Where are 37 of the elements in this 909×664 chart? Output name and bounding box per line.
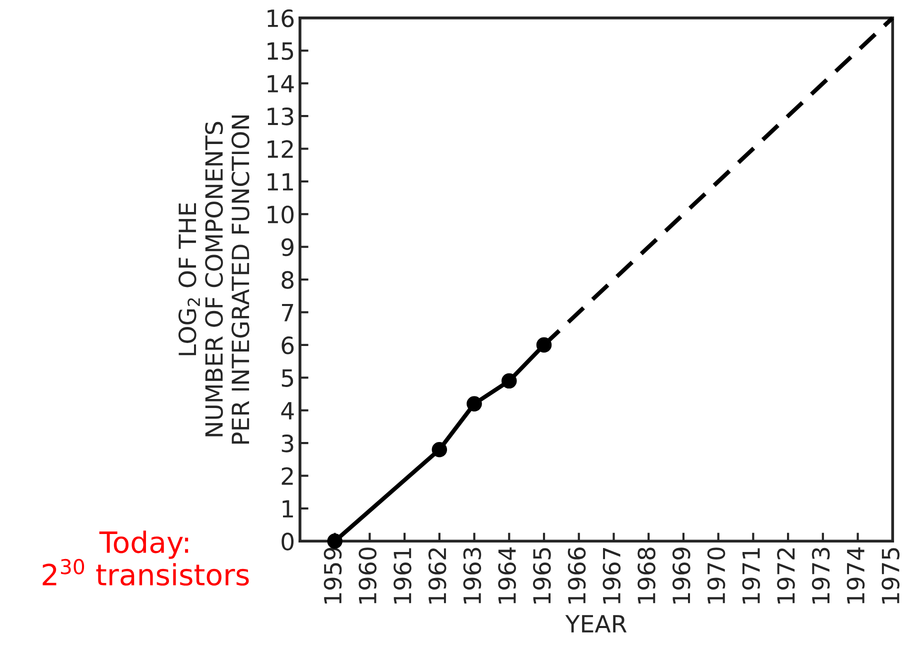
y-tick-label: 6 [282,336,294,354]
y-tick-label: 10 [268,206,294,224]
y-tick-label: 14 [268,75,294,92]
x-tick-label: 1972 [777,548,795,604]
x-tick-label: 1960 [358,548,377,604]
y-tick-label: 0 [282,532,294,550]
y-tick-label: 12 [268,140,293,158]
x-axis-title: YEAR [565,615,627,632]
y-tick-label: 1 [282,500,293,518]
y-tick-label: 8 [282,270,294,289]
x-tick-label: 1965 [533,548,551,604]
y-tick-label: 4 [281,402,294,420]
y-tick-label: 16 [268,9,294,28]
x-tick-label: 1961 [394,548,412,604]
y-tick-label: 15 [268,42,294,60]
y-axis-title: LOG$_{2}$ OF THE NUMBER OF COMPONENTS PER INTEGRATED FUNCTION [178,115,250,444]
y-tick-label: 11 [268,173,293,190]
x-tick-label: 1969 [672,548,690,604]
x-tick-label: 1959 [324,548,342,604]
y-tick-label: 9 [282,238,294,256]
y-tick-label: 2 [282,467,293,485]
x-tick-label: 1974 [846,547,865,604]
y-tick-label: 13 [268,107,294,126]
x-tick-label: 1975 [882,548,900,604]
x-tick-label: 1963 [463,548,482,604]
x-tick-label: 1973 [812,548,830,604]
y-tick-label: 5 [282,369,294,387]
y-tick-label: 3 [282,434,294,452]
x-tick-label: 1967 [602,548,621,604]
x-tick-label: 1968 [638,548,656,604]
y-tick-label: 7 [282,304,294,322]
x-tick-label: 1964 [498,547,516,604]
x-tick-label: 1966 [568,548,586,604]
x-tick-label: 1970 [707,548,726,604]
text: Today: 2$^{30}$ transistors [42,530,249,586]
x-tick-label: 1971 [742,548,760,604]
x-tick-label: 1962 [428,548,446,604]
